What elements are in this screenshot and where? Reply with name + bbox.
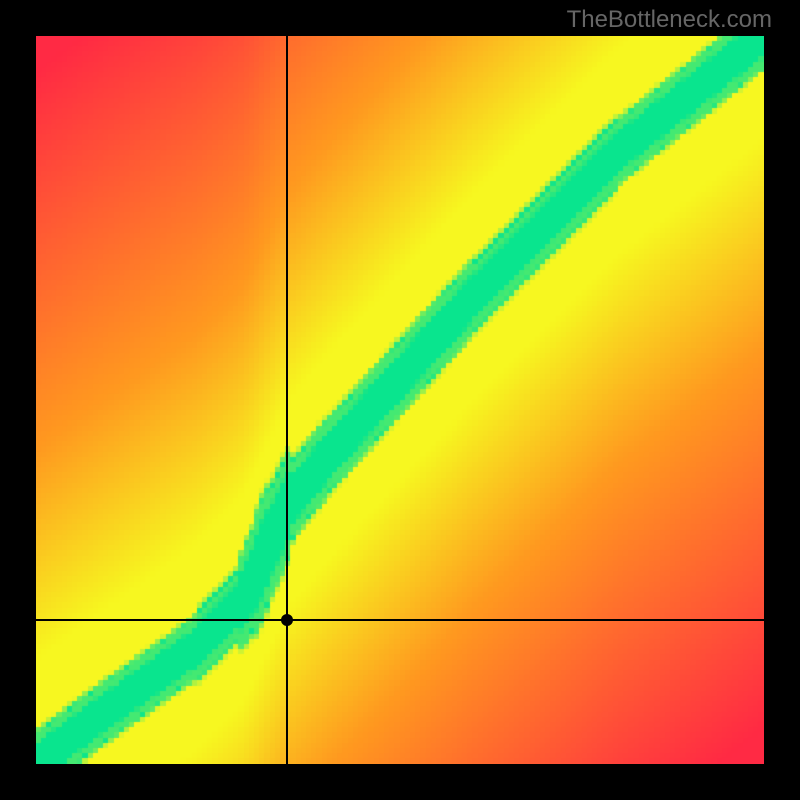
crosshair-horizontal	[36, 619, 764, 621]
watermark-text: TheBottleneck.com	[567, 6, 772, 34]
crosshair-vertical	[286, 36, 288, 764]
bottleneck-heatmap	[36, 36, 764, 764]
crosshair-marker	[281, 614, 293, 626]
chart-container: { "watermark": "TheBottleneck.com", "can…	[0, 0, 800, 800]
